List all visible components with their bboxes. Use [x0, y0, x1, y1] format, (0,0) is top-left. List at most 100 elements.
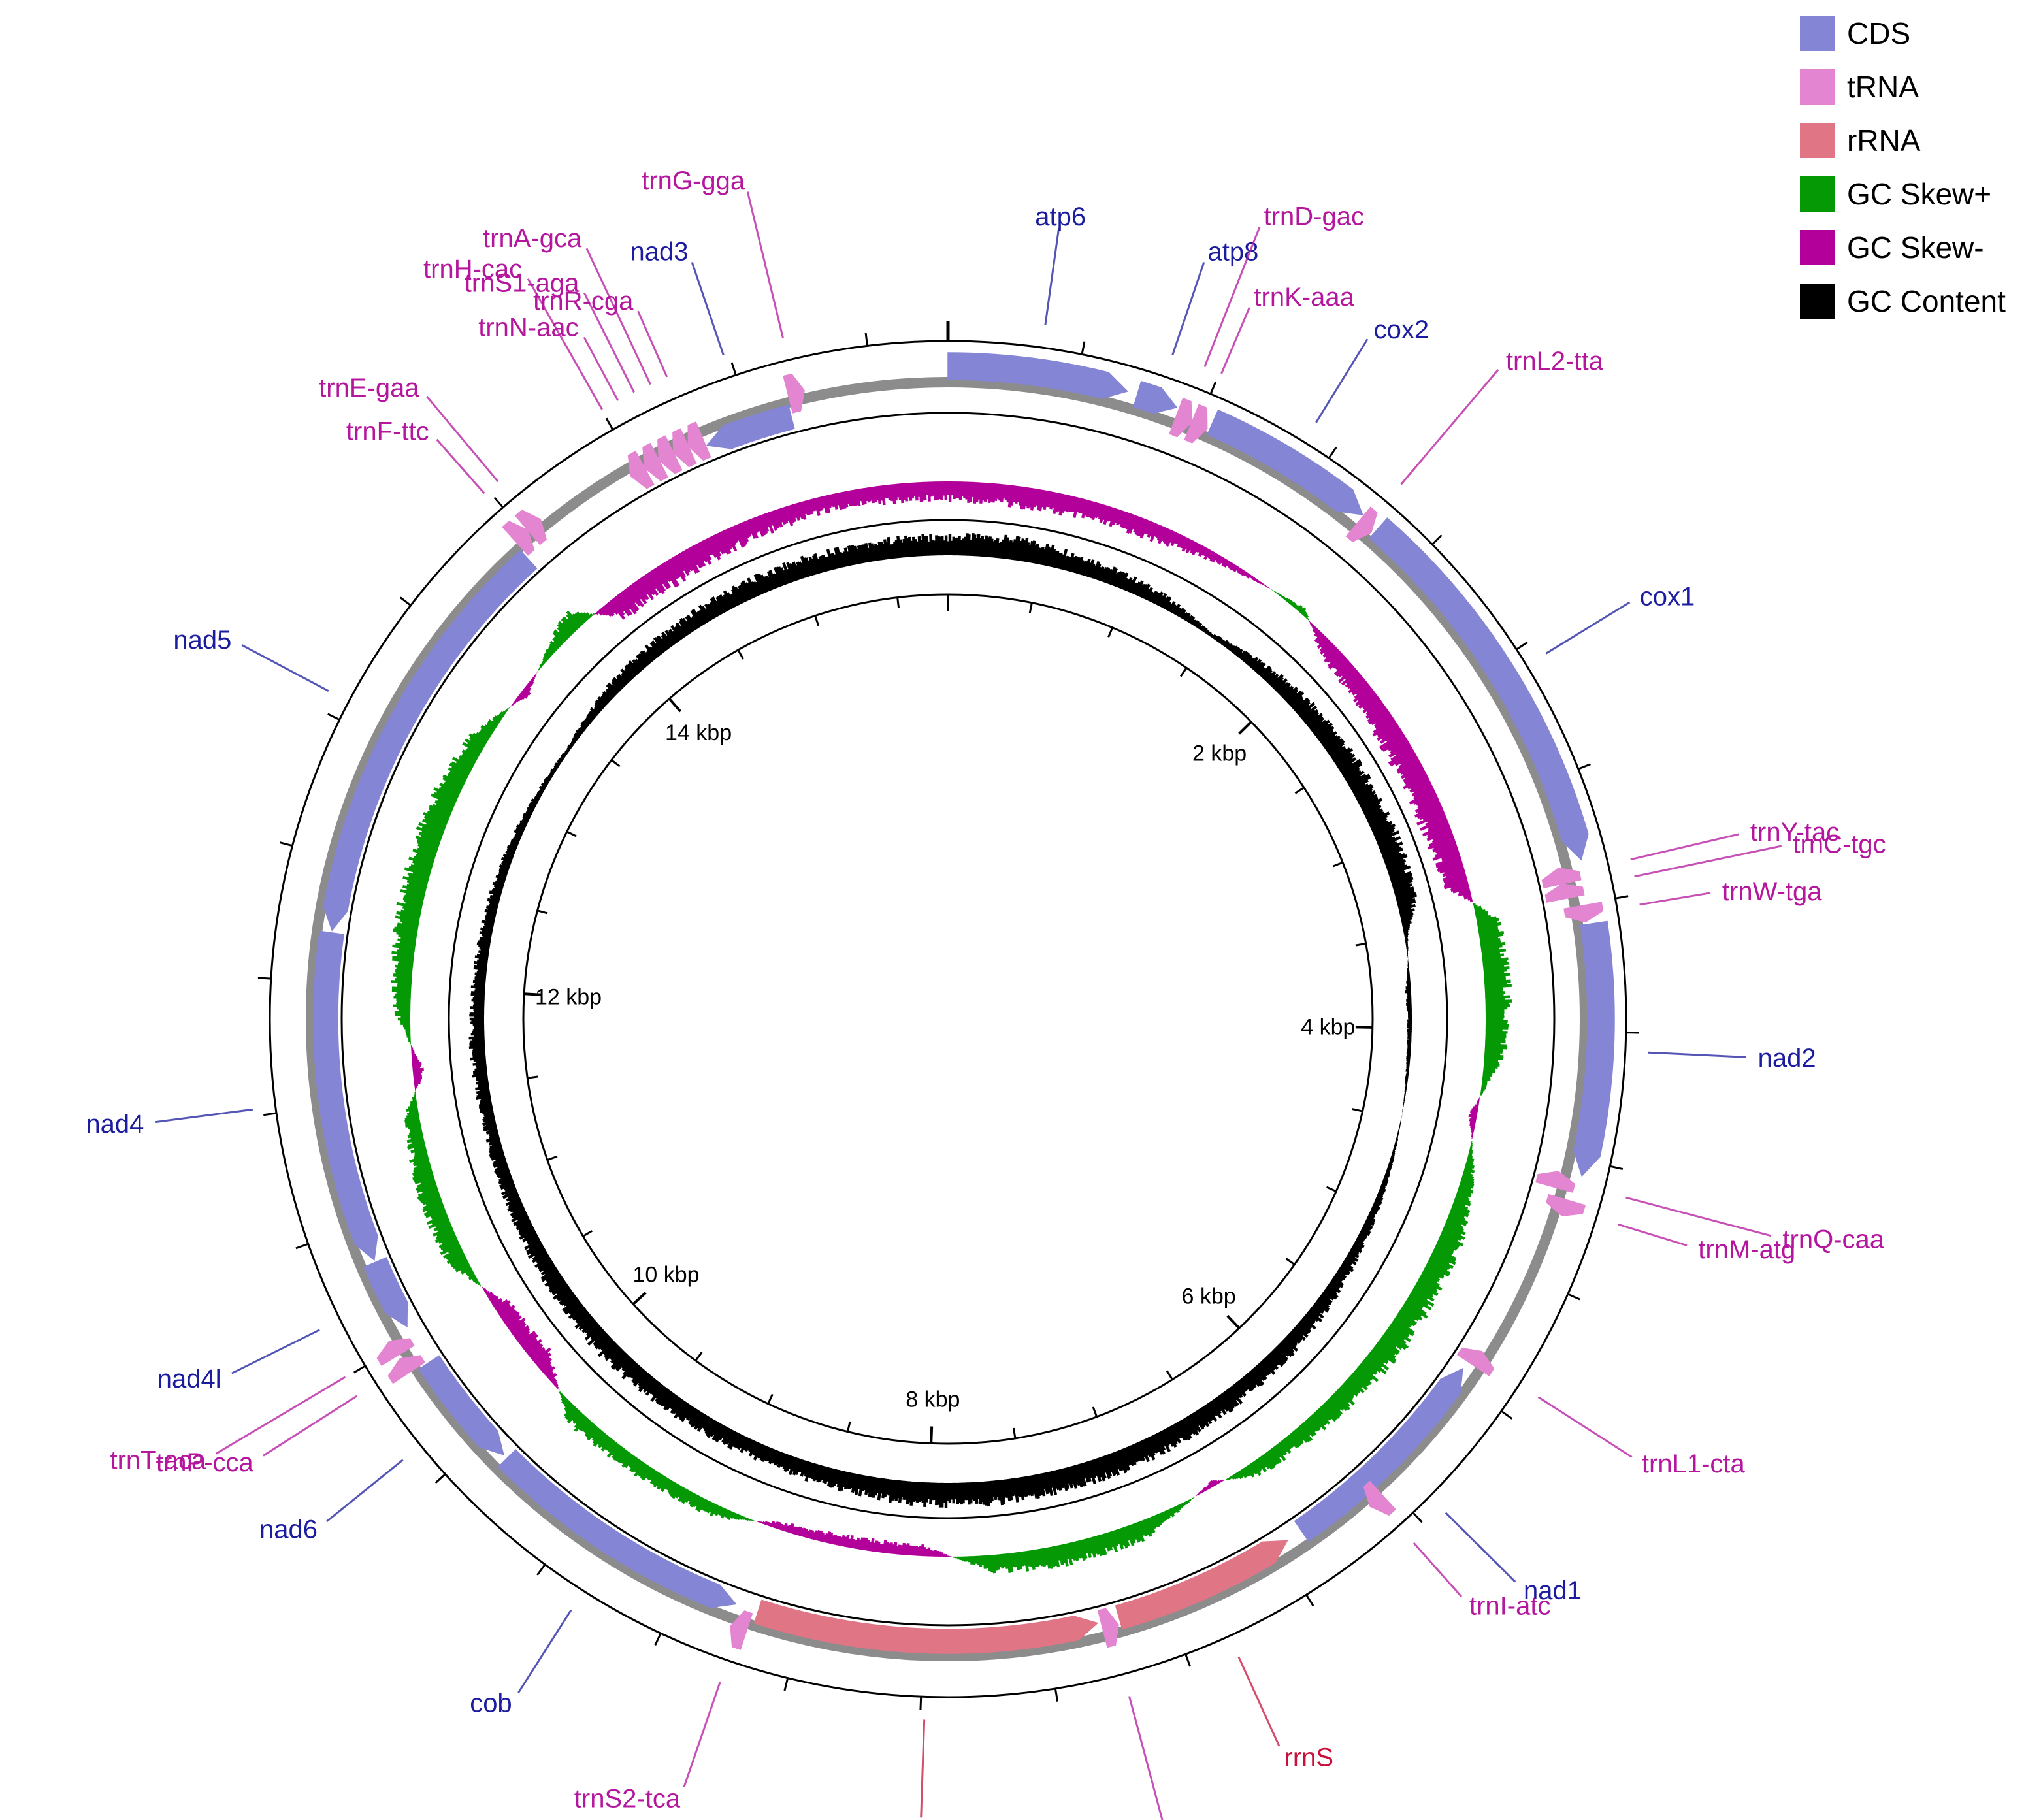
gc-skew-bar: [1082, 1538, 1088, 1554]
gc-skew-bar: [402, 921, 419, 927]
gc-content-bar: [1204, 1404, 1218, 1422]
gc-content-bar: [487, 911, 497, 917]
gc-content-bar: [651, 1382, 662, 1395]
gc-skew-bar: [1206, 549, 1213, 559]
gc-skew-bar: [1484, 1054, 1504, 1058]
gc-skew-bar: [1412, 782, 1432, 794]
gc-content-bar: [1303, 709, 1319, 723]
gc-skew-bar: [1482, 962, 1510, 967]
gc-skew-bar: [910, 1546, 914, 1556]
outer-tick: [295, 1243, 309, 1250]
gc-skew-bar: [998, 483, 1003, 501]
gc-content-bar: [1371, 1205, 1379, 1212]
gc-skew-bar: [838, 492, 845, 510]
gc-skew-bar: [523, 686, 531, 693]
gc-skew-bar: [762, 513, 770, 528]
gc-content-bar: [1198, 625, 1203, 630]
gc-skew-bar: [396, 991, 411, 995]
gc-content-bar: [965, 533, 969, 556]
gc-skew-bar: [406, 1136, 424, 1143]
gc-content-bar: [489, 900, 499, 906]
gc-content-bar: [564, 749, 570, 754]
gc-content-bar: [1093, 564, 1102, 580]
gc-content-bar: [853, 545, 860, 564]
gc-content-bar: [1377, 836, 1396, 846]
gc-skew-bar: [639, 577, 654, 596]
gc-content-bar: [474, 1034, 485, 1038]
gc-skew-bar: [1329, 1395, 1345, 1411]
gc-skew-bar: [514, 1327, 531, 1340]
gc-content-bar: [1370, 820, 1390, 831]
gc-skew-bar: [1431, 1251, 1456, 1265]
gc-content-bar: [708, 604, 719, 618]
gc-content-bar: [642, 650, 653, 663]
gc-skew-bar: [780, 1524, 785, 1531]
gc-skew-bar: [1324, 1400, 1341, 1418]
gc-skew-bar: [422, 1195, 442, 1205]
gc-content-bar: [1364, 1221, 1373, 1227]
gc-skew-bar: [621, 1453, 634, 1468]
gc-content-bar: [870, 543, 876, 562]
gc-content-bar: [892, 1480, 898, 1499]
gc-content-bar: [1016, 540, 1022, 561]
gc-skew-bar: [1136, 517, 1146, 536]
gc-content-bar: [783, 570, 791, 584]
gc-content-bar: [1138, 583, 1147, 598]
gc-content-bar: [573, 732, 581, 739]
gc-skew-bar: [1474, 907, 1483, 913]
gc-content-bar: [1396, 892, 1416, 900]
gc-skew-bar: [1259, 1455, 1270, 1469]
gc-content-bar: [502, 853, 514, 860]
feature-label: cox1: [1640, 583, 1695, 611]
outer-tick: [1081, 341, 1086, 355]
gc-content-bar: [1075, 1464, 1085, 1487]
gc-content-bar: [1359, 796, 1379, 807]
gc-content-bar: [711, 596, 723, 615]
gc-skew-bar: [423, 811, 448, 824]
gc-content-bar: [838, 551, 845, 568]
gc-skew-bar: [543, 655, 549, 661]
outer-ring: [269, 340, 1627, 1698]
gc-content-bar: [691, 608, 704, 626]
gc-skew-bar: [396, 902, 422, 911]
gc-skew-bar: [792, 1526, 798, 1535]
gc-content-bar: [1029, 1475, 1036, 1495]
feature-label: cob: [470, 1689, 512, 1717]
gc-skew-bar: [1436, 1241, 1454, 1252]
gc-skew-bar: [1149, 523, 1158, 538]
gc-skew-bar: [465, 1268, 474, 1275]
gc-skew-bar: [803, 1528, 808, 1538]
gc-content-bar: [577, 1312, 591, 1325]
gc-skew-bar: [758, 515, 768, 534]
gc-skew-bar: [823, 495, 831, 513]
feature-trnI-atc: [1363, 1480, 1396, 1516]
gc-content-bar: [1226, 643, 1233, 651]
gc-skew-bar: [661, 562, 678, 588]
feature-label: trnI-atc: [1469, 1592, 1550, 1621]
gc-skew-bar: [1466, 1159, 1473, 1164]
gc-skew-bar: [919, 481, 923, 502]
gc-skew-bar: [778, 1523, 783, 1531]
gc-content-bar: [1232, 646, 1241, 655]
gc-skew-bar: [1162, 528, 1171, 544]
gc-content-bar: [774, 573, 782, 587]
gc-content-bar: [473, 1058, 486, 1062]
gc-skew-bar: [1240, 570, 1247, 576]
gc-content-bar: [586, 714, 595, 722]
gc-content-bar: [734, 1433, 743, 1448]
gc-content-bar: [600, 694, 610, 704]
gc-skew-bar: [1200, 547, 1208, 557]
gc-content-bar: [791, 1457, 799, 1472]
gc-skew-bar: [1211, 553, 1219, 563]
gc-content-bar: [1243, 654, 1251, 663]
gc-content-bar: [489, 894, 500, 900]
gc-content-bar: [1105, 568, 1114, 584]
tick-marks: [257, 321, 1639, 1710]
feature-trnE-gaa: [514, 510, 547, 545]
gc-content-bar: [480, 948, 490, 953]
gc-skew-bar: [564, 1402, 573, 1411]
gc-skew-bar: [632, 582, 647, 601]
gc-content-bar: [1063, 1467, 1071, 1484]
gc-skew-bar: [1363, 1357, 1382, 1373]
gc-skew-bar: [546, 1370, 554, 1378]
